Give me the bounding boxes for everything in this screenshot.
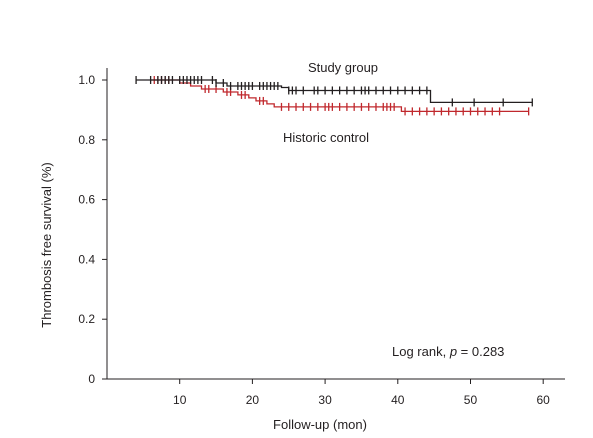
- y-tick-label: 1.0: [78, 73, 95, 87]
- x-tick-label: 30: [318, 393, 332, 407]
- log-rank-value: = 0.283: [457, 344, 504, 359]
- y-tick-label: 0.6: [78, 193, 95, 207]
- x-tick-label: 60: [537, 393, 551, 407]
- x-axis-title: Follow-up (mon): [273, 417, 367, 432]
- y-axis-title: Thrombosis free survival (%): [39, 162, 54, 327]
- log-rank-p: p: [449, 344, 457, 359]
- series-label-historic: Historic control: [283, 130, 369, 145]
- axes: 0 0.2 0.4 0.6 0.8 1.0 10 20 30 40 50 60: [78, 68, 565, 407]
- y-tick-label: 0.8: [78, 133, 95, 147]
- x-tick-label: 50: [464, 393, 478, 407]
- x-tick-label: 40: [391, 393, 405, 407]
- series-layer: [135, 76, 533, 116]
- log-rank-annotation: Log rank, p = 0.283: [392, 344, 504, 359]
- y-tick-label: 0.2: [78, 312, 95, 326]
- x-tick-label: 10: [173, 393, 187, 407]
- survival-line: [136, 79, 533, 104]
- log-rank-prefix: Log rank,: [392, 344, 450, 359]
- series-study-group: [135, 76, 533, 107]
- x-tick-label: 20: [246, 393, 260, 407]
- series-label-study: Study group: [308, 60, 378, 75]
- series-historic-control: [150, 76, 530, 116]
- survival-line: [150, 79, 529, 113]
- y-tick-label: 0.4: [78, 252, 95, 266]
- y-tick-label: 0: [88, 372, 95, 386]
